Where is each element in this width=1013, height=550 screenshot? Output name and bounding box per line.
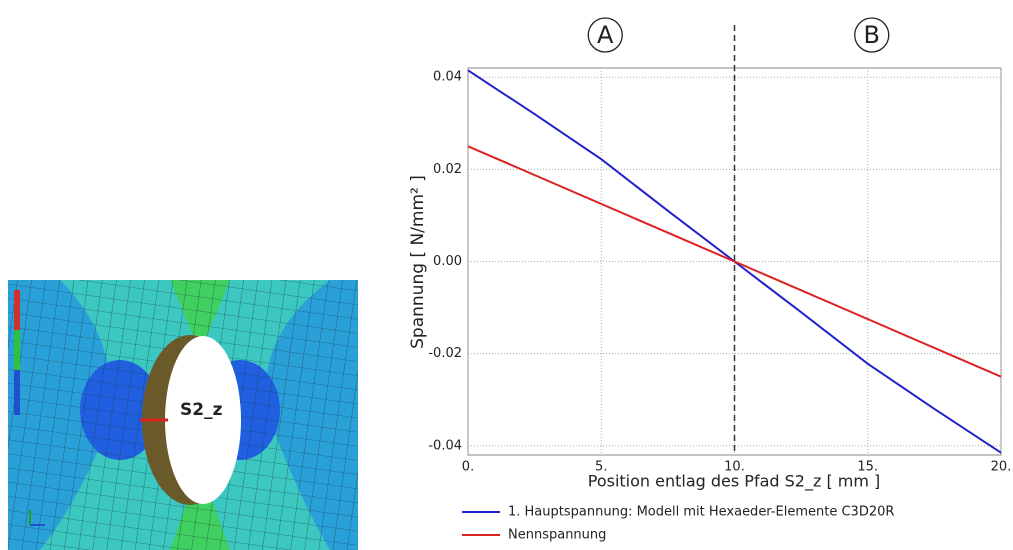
x-tick-label: 15.: [857, 460, 878, 475]
page: S2_z Spannung [ N/mm² ] Position entlag …: [0, 0, 1013, 550]
x-tick-label: 5.: [595, 460, 607, 475]
chart: S2_z Spannung [ N/mm² ] Position entlag …: [0, 0, 1013, 550]
legend-label: Nennspannung: [508, 528, 606, 543]
legend-label: 1. Hauptspannung: Modell mit Hexaeder-El…: [508, 505, 894, 520]
x-tick-label: 0.: [462, 460, 474, 475]
y-tick-label: 0.00: [433, 254, 462, 269]
y-tick-label: -0.04: [428, 438, 462, 453]
y-axis-label: Spannung [ N/mm² ]: [408, 175, 428, 349]
x-tick-label: 10.: [724, 460, 745, 475]
y-tick-label: 0.04: [433, 70, 462, 85]
x-tick-label: 20.: [991, 460, 1012, 475]
annotation: B: [864, 21, 880, 49]
y-tick-label: -0.02: [428, 346, 462, 361]
y-tick-label: 0.02: [433, 162, 462, 177]
figure-label: S2_z: [180, 400, 223, 420]
annotation: A: [597, 21, 614, 49]
x-axis-label: Position entlag des Pfad S2_z [ mm ]: [588, 472, 881, 492]
